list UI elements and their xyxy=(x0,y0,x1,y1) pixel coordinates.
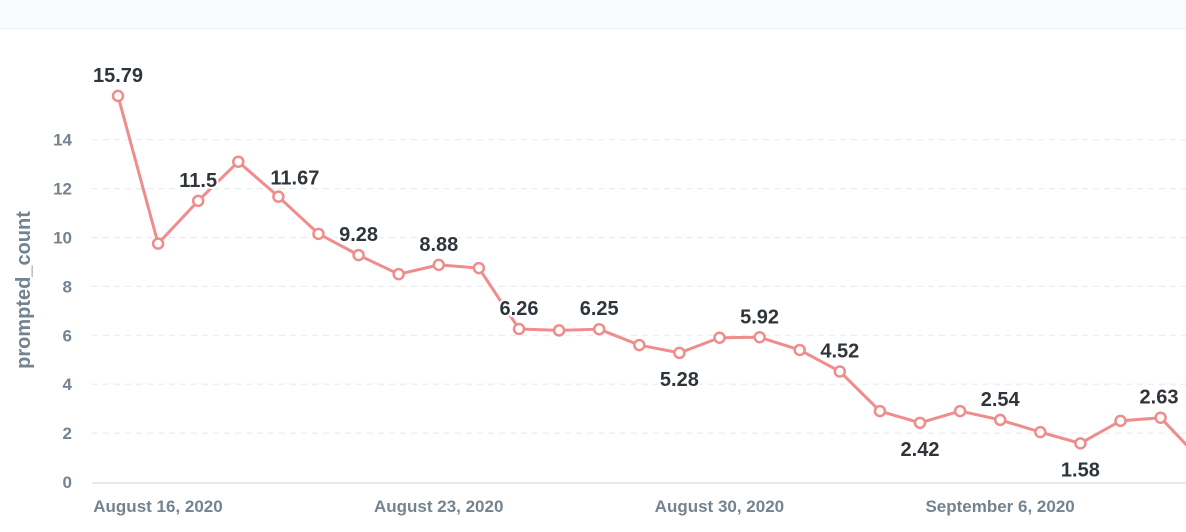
data-point[interactable] xyxy=(1154,411,1167,424)
x-tick-label: September 6, 2020 xyxy=(925,497,1074,516)
x-tick-label: August 16, 2020 xyxy=(93,497,222,516)
data-label: 8.88 xyxy=(419,234,458,256)
y-tick-label: 4 xyxy=(63,375,73,394)
data-point[interactable] xyxy=(833,365,847,378)
data-point[interactable] xyxy=(232,155,245,168)
data-point[interactable] xyxy=(392,267,405,281)
data-points xyxy=(111,89,1167,450)
data-label: 2.42 xyxy=(901,439,940,461)
data-label: 11.5 xyxy=(179,170,217,192)
y-axis-ticks: 0 2 4 6 8 10 12 14 xyxy=(53,131,72,492)
data-point[interactable] xyxy=(873,404,887,418)
data-point[interactable] xyxy=(312,227,325,241)
header-strip xyxy=(0,0,1186,29)
data-point[interactable] xyxy=(432,258,446,272)
data-point[interactable] xyxy=(512,322,526,336)
data-point[interactable] xyxy=(592,322,606,336)
data-label: 2.54 xyxy=(981,389,1021,411)
y-axis-label: prompted_count xyxy=(13,211,35,369)
data-label: 9.28 xyxy=(339,224,378,246)
data-point[interactable] xyxy=(1034,425,1047,439)
data-point[interactable] xyxy=(191,194,205,208)
y-tick-label: 0 xyxy=(63,473,72,492)
data-label: 6.26 xyxy=(500,298,539,320)
gridlines xyxy=(92,139,1186,434)
data-point[interactable] xyxy=(753,331,766,344)
series-line-path xyxy=(116,94,1186,447)
data-point[interactable] xyxy=(352,248,365,262)
y-tick-label: 8 xyxy=(63,277,72,296)
data-point[interactable] xyxy=(673,346,686,360)
data-point[interactable] xyxy=(793,343,806,357)
x-axis-ticks: August 16, 2020 August 23, 2020 August 30,… xyxy=(93,497,1074,516)
data-label: 4.52 xyxy=(820,340,859,362)
y-tick-label: 14 xyxy=(53,131,72,150)
data-label: 11.67 xyxy=(270,168,319,190)
data-label: 5.28 xyxy=(660,369,699,391)
y-tick-label: 6 xyxy=(63,326,72,345)
series-line xyxy=(116,94,1186,447)
data-point[interactable] xyxy=(913,416,927,430)
data-label: 5.92 xyxy=(740,306,779,328)
data-label: 15.79 xyxy=(93,65,143,87)
y-tick-label: 12 xyxy=(53,180,72,199)
data-point[interactable] xyxy=(272,190,285,203)
data-point[interactable] xyxy=(151,237,165,250)
data-point[interactable] xyxy=(1114,414,1127,428)
data-point[interactable] xyxy=(993,413,1007,427)
data-point[interactable] xyxy=(633,338,646,352)
y-tick-label: 2 xyxy=(63,424,72,443)
y-tick-label: 10 xyxy=(53,229,72,248)
data-label: 6.25 xyxy=(580,298,619,320)
data-label: 1.58 xyxy=(1061,459,1100,481)
data-point[interactable] xyxy=(552,324,566,337)
data-point[interactable] xyxy=(1074,437,1087,450)
data-point[interactable] xyxy=(472,261,486,275)
x-tick-label: August 30, 2020 xyxy=(655,497,784,516)
data-point[interactable] xyxy=(111,89,125,103)
data-point[interactable] xyxy=(953,404,967,418)
data-labels: 15.79 11.5 11.67 9.28 8.88 6.26 6.25 5.28 5.92 4.… xyxy=(91,63,1181,483)
data-point[interactable] xyxy=(713,331,726,344)
x-tick-label: August 23, 2020 xyxy=(374,497,503,516)
data-label: 2.63 xyxy=(1140,387,1179,409)
